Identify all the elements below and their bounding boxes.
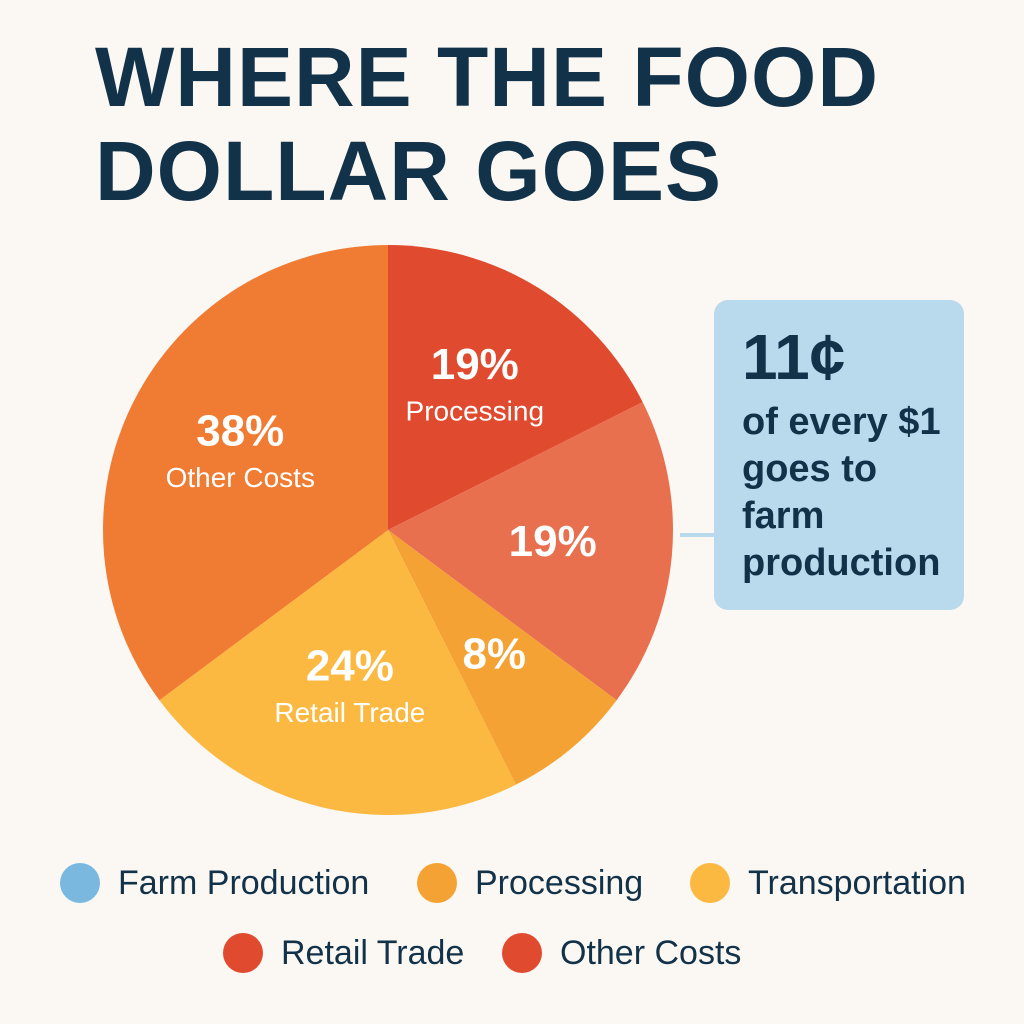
legend-swatch [60, 863, 100, 903]
pie-slice [103, 245, 388, 701]
legend-swatch [223, 933, 263, 973]
slice-category-label: Processing [406, 396, 545, 427]
pie-slice [388, 530, 617, 785]
slice-category-label: Other Costs [166, 462, 315, 493]
callout-text: farm [742, 495, 824, 537]
pie-slice [388, 402, 673, 701]
slice-category-label: Retail Trade [274, 697, 425, 728]
callout-text: of every $1 [742, 401, 941, 443]
pie-slice [388, 245, 643, 530]
callout-headline: 11¢ [742, 321, 845, 393]
slice-value-label: 38% [196, 406, 284, 455]
legend-label: Retail Trade [281, 934, 464, 972]
legend-swatch [690, 863, 730, 903]
legend-label: Farm Production [118, 864, 369, 902]
legend-label: Transportation [748, 864, 966, 902]
legend-swatch [417, 863, 457, 903]
legend-label: Other Costs [560, 934, 741, 972]
slice-value-label: 8% [462, 629, 526, 678]
legend-swatch [502, 933, 542, 973]
callout-box [714, 300, 964, 610]
callout-text: production [742, 542, 940, 584]
slice-value-label: 19% [509, 517, 597, 566]
callout-text: goes to [742, 448, 877, 490]
chart-title: WHERE THE FOOD DOLLAR GOES [95, 30, 879, 218]
slice-value-label: 24% [306, 641, 394, 690]
legend-label: Processing [475, 864, 643, 902]
pie-slice [159, 530, 516, 815]
slice-value-label: 19% [431, 340, 519, 389]
